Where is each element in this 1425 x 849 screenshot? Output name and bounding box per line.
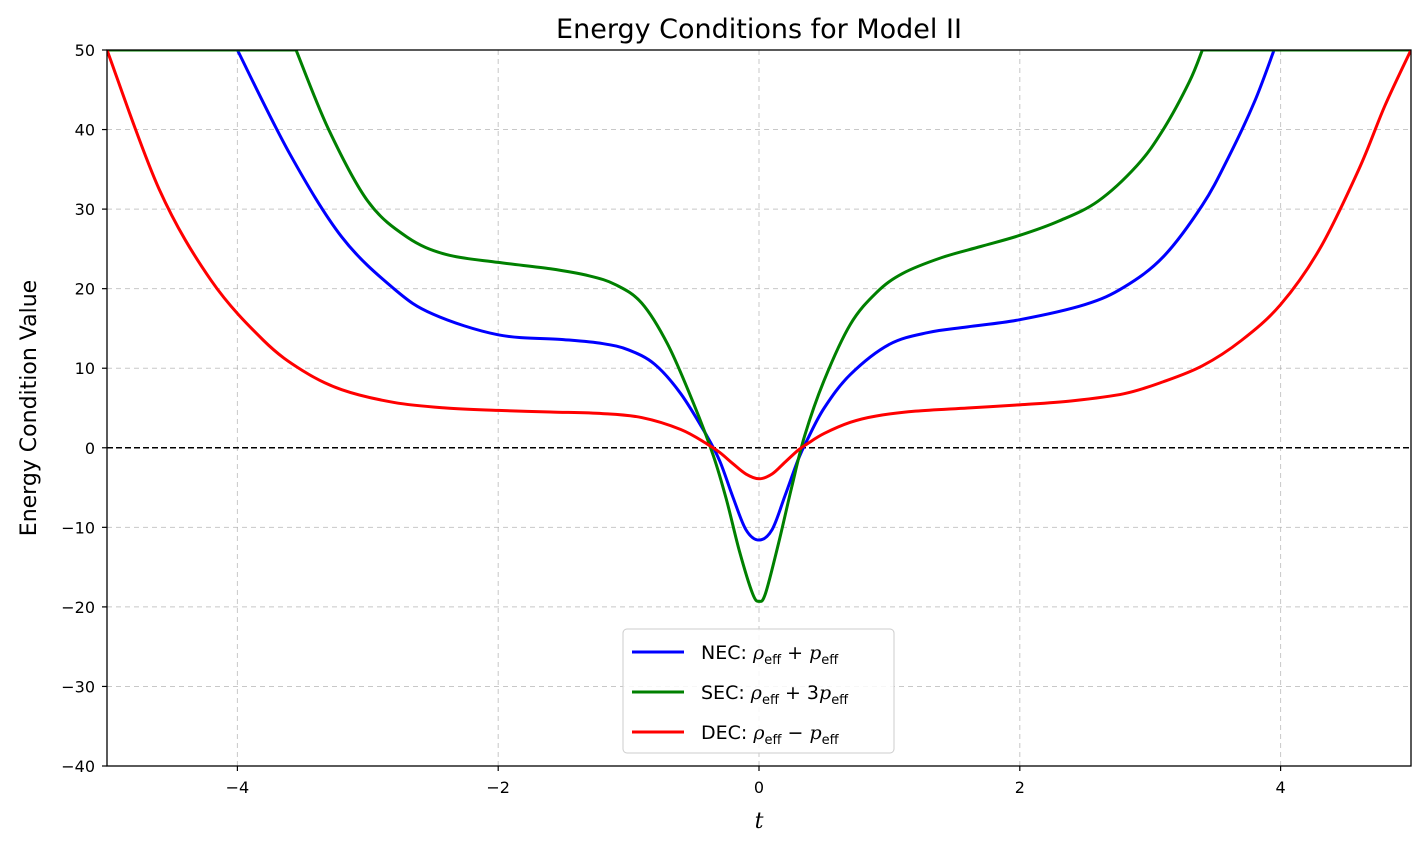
y-tick-label-1: −30	[61, 677, 95, 696]
series-dec-line	[107, 50, 1411, 481]
chart-title: Energy Conditions for Model II	[556, 14, 962, 45]
x-axis-label: t	[755, 809, 764, 834]
legend: NEC: ρeff + peff SEC: ρeff + 3peff DEC: ρe…	[622, 628, 895, 754]
y-tick-label-0: −40	[61, 757, 95, 776]
y-tick-label-9: 50	[75, 41, 95, 60]
series-sec-line	[294, 50, 1204, 603]
legend-box	[622, 628, 895, 754]
y-tick-label-4: 0	[85, 439, 95, 458]
series-nec-line	[236, 50, 1276, 542]
legend-label-dec: DEC: ρeff − peff	[701, 722, 840, 748]
y-tick-label-8: 40	[75, 121, 95, 140]
y-tick-label-5: 10	[75, 359, 95, 378]
legend-label-nec: NEC: ρeff + peff	[701, 642, 839, 668]
legend-label-sec: SEC: ρeff + 3peff	[701, 682, 849, 708]
y-tick-label-6: 20	[75, 280, 95, 299]
x-tick-label-4: 4	[1276, 778, 1286, 797]
x-tick-label-1: −2	[486, 778, 510, 797]
x-tick-label-0: −4	[226, 778, 250, 797]
y-tick-label-2: −20	[61, 598, 95, 617]
x-tick-label-3: 2	[1015, 778, 1025, 797]
y-tick-label-3: −10	[61, 518, 95, 537]
x-tick-label-2: 0	[754, 778, 764, 797]
y-axis-ticks: −40 −30 −20 −10 0 10 20 30 40 50	[61, 41, 107, 776]
x-axis-ticks: −4 −2 0 2 4	[226, 766, 1286, 797]
y-axis-label: Energy Condition Value	[17, 280, 42, 536]
y-tick-label-7: 30	[75, 200, 95, 219]
series-lines	[107, 50, 1411, 603]
